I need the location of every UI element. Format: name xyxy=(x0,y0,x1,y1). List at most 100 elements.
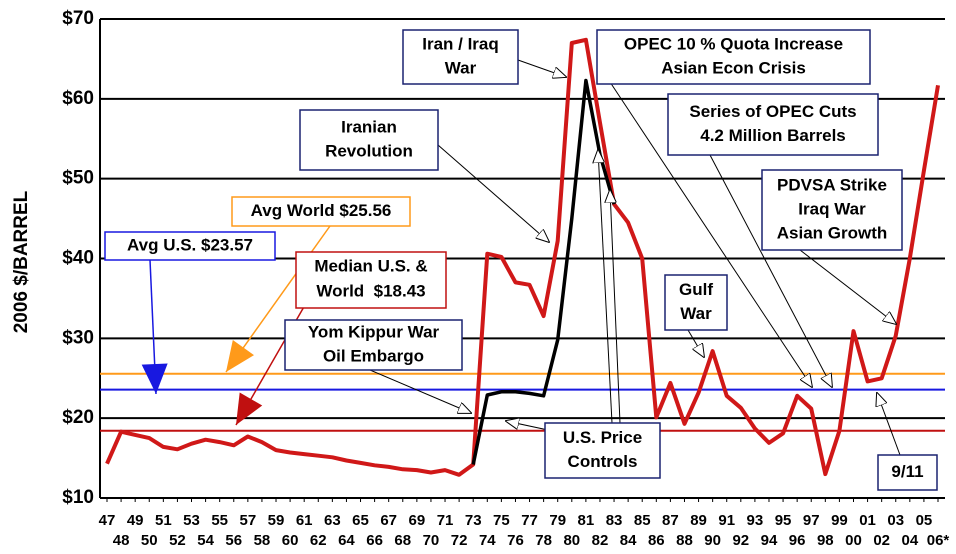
x-tick-label: 92 xyxy=(732,532,749,549)
series-line xyxy=(471,78,616,465)
x-tick-label: 57 xyxy=(240,512,257,529)
annotation-arrow xyxy=(877,393,901,456)
x-tick-label: 73 xyxy=(465,512,482,529)
x-tick-label: 58 xyxy=(254,532,271,549)
y-tick-label: $30 xyxy=(62,327,94,348)
x-tick-label: 96 xyxy=(789,532,806,549)
x-tick-label: 54 xyxy=(197,532,214,549)
annotation-arrow xyxy=(437,144,549,242)
annotation-text: Iran / Iraq xyxy=(422,34,499,53)
reference-arrowhead xyxy=(236,392,263,425)
x-tick-label: 66 xyxy=(366,532,383,549)
x-tick-label: 85 xyxy=(634,512,651,529)
x-tick-label: 67 xyxy=(380,512,397,529)
annotation-arrow xyxy=(598,150,613,424)
y-tick-label: $20 xyxy=(62,407,94,428)
annotation-arrow xyxy=(610,190,621,424)
annotation-box xyxy=(284,319,463,371)
reference-label: Avg World $25.56 xyxy=(251,201,392,220)
annotation-arrow xyxy=(506,421,549,431)
reference-label: Median U.S. & xyxy=(314,256,427,275)
annotation-text: 9/11 xyxy=(891,462,923,481)
x-tick-label: 03 xyxy=(887,512,904,529)
annotation-arrow xyxy=(687,329,704,357)
annotation-text: Gulf xyxy=(679,280,713,299)
reference-label-box xyxy=(231,196,411,227)
annotation-box xyxy=(544,422,661,479)
x-tick-label: 56 xyxy=(225,532,242,549)
annotation-text: PDVSA Strike xyxy=(777,175,887,194)
annotation-arrow xyxy=(799,249,896,324)
x-tick-label: 59 xyxy=(268,512,285,529)
annotation-text: Asian Econ Crisis xyxy=(661,58,806,77)
annotation-text: War xyxy=(680,304,712,323)
x-tick-label: 71 xyxy=(437,512,454,529)
annotation-text: Controls xyxy=(568,452,638,471)
x-tick-label: 77 xyxy=(521,512,538,529)
annotation-text: Series of OPEC Cuts xyxy=(689,102,856,121)
x-tick-label: 65 xyxy=(352,512,369,529)
x-tick-label: 79 xyxy=(549,512,566,529)
x-tick-label: 78 xyxy=(535,532,552,549)
annotation-text: Revolution xyxy=(325,141,413,160)
annotation-text: Oil Embargo xyxy=(323,346,424,365)
x-tick-label: 53 xyxy=(183,512,200,529)
annotation-arrow xyxy=(609,81,812,387)
x-tick-label: 98 xyxy=(817,532,834,549)
x-tick-label: 04 xyxy=(901,532,918,549)
x-tick-label: 48 xyxy=(113,532,130,549)
x-tick-label: 63 xyxy=(324,512,341,529)
x-tick-label: 93 xyxy=(747,512,764,529)
reference-arrowhead xyxy=(226,340,254,372)
annotation-arrow xyxy=(709,154,832,387)
x-tick-label: 84 xyxy=(620,532,637,549)
annotation-arrow xyxy=(369,369,471,413)
annotation-box xyxy=(402,29,519,85)
x-tick-label: 88 xyxy=(676,532,693,549)
annotation-arrow xyxy=(517,59,566,77)
x-tick-label: 76 xyxy=(507,532,524,549)
x-tick-label: 00 xyxy=(845,532,862,549)
x-tick-label: 69 xyxy=(409,512,426,529)
x-tick-label: 60 xyxy=(282,532,299,549)
x-tick-label: 90 xyxy=(704,532,721,549)
annotation-box xyxy=(664,274,728,331)
annotation-text: Asian Growth xyxy=(777,223,888,242)
x-tick-label: 68 xyxy=(394,532,411,549)
annotation-box xyxy=(667,93,879,156)
x-tick-label: 06* xyxy=(927,532,950,549)
x-tick-label: 64 xyxy=(338,532,355,549)
x-tick-label: 72 xyxy=(451,532,468,549)
x-tick-label: 52 xyxy=(169,532,186,549)
x-tick-label: 89 xyxy=(690,512,707,529)
x-tick-label: 97 xyxy=(803,512,820,529)
annotation-text: Iraq War xyxy=(798,199,866,218)
annotation-text: Iranian xyxy=(341,117,397,136)
reference-label-box xyxy=(295,251,447,309)
annotation-text: Yom Kippur War xyxy=(308,322,440,341)
x-tick-label: 55 xyxy=(211,512,228,529)
x-tick-label: 49 xyxy=(127,512,144,529)
x-tick-label: 74 xyxy=(479,532,496,549)
y-tick-label: $60 xyxy=(62,88,94,109)
x-tick-label: 81 xyxy=(578,512,595,529)
x-tick-label: 82 xyxy=(592,532,609,549)
x-tick-label: 62 xyxy=(310,532,327,549)
annotation-box xyxy=(877,454,938,491)
x-tick-label: 75 xyxy=(493,512,510,529)
reference-arrowhead xyxy=(141,363,168,394)
annotation-box xyxy=(596,29,871,85)
x-tick-label: 86 xyxy=(648,532,665,549)
x-tick-label: 50 xyxy=(141,532,158,549)
y-tick-label: $40 xyxy=(62,248,94,269)
reference-label-box xyxy=(104,231,276,261)
x-tick-label: 87 xyxy=(662,512,679,529)
x-tick-label: 02 xyxy=(873,532,890,549)
annotation-text: OPEC 10 % Quota Increase xyxy=(624,34,843,53)
annotation-text: War xyxy=(445,58,477,77)
x-tick-label: 61 xyxy=(296,512,313,529)
y-tick-label: $50 xyxy=(62,168,94,189)
x-tick-label: 80 xyxy=(563,532,580,549)
x-tick-label: 05 xyxy=(916,512,933,529)
